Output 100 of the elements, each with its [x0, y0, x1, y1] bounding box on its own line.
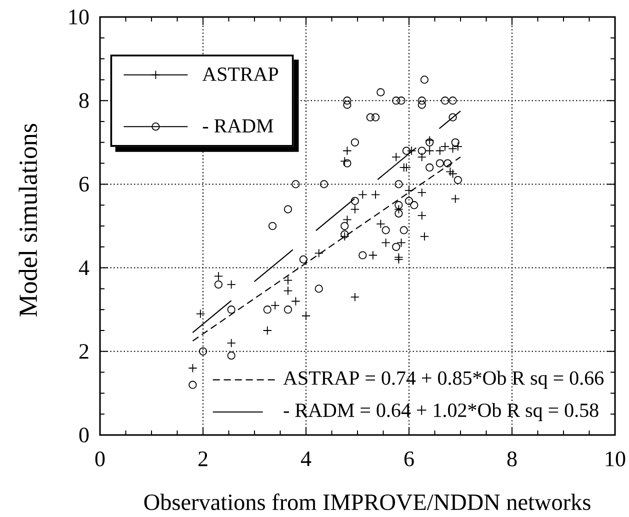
- y-tick-label: 2: [79, 344, 88, 359]
- point: [342, 146, 352, 156]
- point: [417, 188, 426, 198]
- point: [448, 169, 458, 178]
- point: [314, 284, 323, 293]
- point: [394, 180, 403, 188]
- y-tick-label: 4: [78, 260, 90, 276]
- point: [418, 100, 426, 109]
- point: [292, 180, 300, 188]
- y-tick-label: 8: [79, 93, 89, 108]
- point: [420, 76, 429, 84]
- point: [268, 222, 277, 230]
- point: [394, 209, 403, 218]
- point: [214, 272, 223, 281]
- point: [400, 226, 408, 234]
- point: [444, 159, 452, 168]
- point: [381, 238, 390, 248]
- point: [270, 300, 280, 310]
- point: [392, 96, 400, 105]
- point: [382, 226, 390, 234]
- point: [436, 159, 444, 168]
- y-axis-title: Model simulations: [18, 124, 38, 317]
- legend-label: ASTRAP: [202, 68, 278, 81]
- x-axis-title: Observations from IMPROVE/NDDN networks: [144, 494, 590, 510]
- point: [450, 194, 460, 204]
- point: [284, 205, 292, 214]
- point: [301, 311, 311, 320]
- point: [340, 232, 350, 241]
- point: [299, 255, 308, 264]
- point: [417, 152, 426, 162]
- point: [226, 338, 236, 348]
- point: [358, 190, 368, 200]
- point: [366, 113, 374, 122]
- y-tick-label: 10: [69, 10, 89, 24]
- point: [188, 380, 197, 389]
- point: [340, 230, 349, 238]
- point: [226, 280, 236, 290]
- point: [392, 152, 401, 162]
- point: [343, 100, 352, 109]
- point: [350, 196, 359, 205]
- point: [451, 138, 460, 146]
- point: [370, 190, 380, 200]
- point: [350, 204, 360, 214]
- point: [284, 306, 292, 314]
- point: [425, 136, 434, 145]
- point: [426, 138, 434, 146]
- point: [448, 113, 457, 122]
- point: [262, 326, 272, 336]
- legend-label: - RADM: [202, 119, 274, 132]
- point: [283, 286, 293, 296]
- point: [196, 309, 205, 318]
- annotation: ASTRAP = 0.74 + 0.85*Ob R sq = 0.66: [283, 370, 604, 389]
- point: [263, 306, 272, 314]
- point: [188, 364, 198, 373]
- point: [227, 306, 236, 314]
- point: [394, 201, 403, 210]
- point: [404, 186, 414, 196]
- point: [350, 292, 360, 302]
- x-tick-label: 10: [606, 452, 626, 466]
- y-tick-label: 0: [79, 428, 89, 442]
- annotation: - RADM = 0.64 + 1.02*Ob R sq = 0.58: [284, 402, 598, 422]
- point: [283, 276, 293, 285]
- point: [394, 252, 404, 262]
- point: [397, 96, 406, 105]
- point: [314, 248, 324, 258]
- x-tick-label: 4: [300, 452, 312, 466]
- x-tick-label: 2: [198, 452, 208, 466]
- point: [446, 167, 455, 176]
- point: [440, 142, 450, 152]
- point: [394, 254, 404, 264]
- point: [376, 219, 386, 228]
- x-tick-label: 8: [507, 452, 517, 466]
- point: [371, 113, 380, 122]
- point: [350, 138, 359, 146]
- point: [426, 163, 434, 172]
- point: [291, 296, 300, 306]
- y-tick-label: 6: [79, 176, 89, 192]
- point: [343, 96, 352, 105]
- point: [198, 347, 208, 356]
- point: [227, 352, 236, 360]
- point: [454, 176, 462, 184]
- point: [394, 204, 404, 214]
- point: [214, 280, 222, 289]
- point: [453, 142, 462, 152]
- point: [402, 162, 411, 172]
- point: [441, 96, 450, 105]
- x-tick-label: 6: [404, 452, 414, 466]
- point: [320, 180, 328, 188]
- point: [404, 196, 414, 205]
- point: [343, 159, 352, 168]
- point: [435, 146, 444, 156]
- point: [448, 144, 458, 154]
- point: [417, 211, 426, 220]
- point: [410, 201, 418, 210]
- x-tick-label: 0: [95, 452, 105, 466]
- point: [340, 156, 350, 166]
- point: [448, 96, 457, 105]
- point: [418, 96, 426, 105]
- point: [420, 232, 430, 241]
- point: [376, 88, 385, 96]
